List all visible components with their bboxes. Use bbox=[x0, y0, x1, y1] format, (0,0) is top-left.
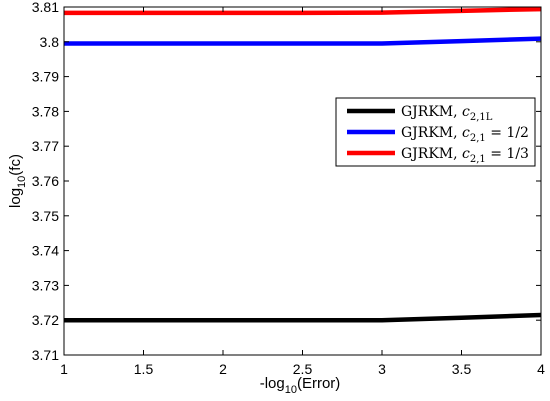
y-tick-label: 3.78 bbox=[32, 103, 59, 119]
y-tick-label: 3.8 bbox=[40, 34, 60, 50]
y-tick-label: 3.73 bbox=[32, 277, 59, 293]
series-line-1 bbox=[64, 312, 542, 323]
x-tick-label: 4 bbox=[537, 361, 545, 377]
plot-frame bbox=[63, 6, 542, 356]
x-axis-label: -log10(Error) bbox=[260, 375, 341, 396]
y-tick-label: 3.71 bbox=[32, 347, 59, 363]
y-tick-label: 3.72 bbox=[32, 312, 59, 328]
y-axis-label: log10(fc) bbox=[7, 154, 28, 208]
legend-label-2: GJRKM, c2,1 = 1/2 bbox=[401, 125, 529, 144]
series-line-2 bbox=[64, 36, 542, 46]
x-tick-label: 3 bbox=[378, 361, 386, 377]
y-tick-label: 3.79 bbox=[32, 69, 59, 85]
x-tick-label: 1 bbox=[60, 361, 68, 377]
legend-label-3: GJRKM, c2,1 = 1/3 bbox=[401, 146, 529, 165]
legend-label-1: GJRKM, c2,1L bbox=[401, 104, 493, 123]
x-tick-label: 2 bbox=[219, 361, 227, 377]
y-tick-label: 3.74 bbox=[32, 243, 59, 259]
y-tick-label: 3.81 bbox=[32, 0, 59, 15]
legend: GJRKM, c2,1L GJRKM, c2,1 = 1/2 GJRKM, c2,1… bbox=[335, 97, 536, 167]
y-tick-label: 3.77 bbox=[32, 138, 59, 154]
x-tick-label: 2.5 bbox=[293, 361, 313, 377]
x-tick-label: 3.5 bbox=[452, 361, 472, 377]
plot-background bbox=[64, 7, 541, 355]
ticks-layer: 1 1.5 2 2.5 3 3.5 4 3.71 3.72 3.73 3.74 3.75 3.76 3.7… bbox=[32, 0, 545, 377]
y-tick-label: 3.76 bbox=[32, 173, 59, 189]
y-tick-label: 3.75 bbox=[32, 208, 59, 224]
x-tick-label: 1.5 bbox=[134, 361, 154, 377]
